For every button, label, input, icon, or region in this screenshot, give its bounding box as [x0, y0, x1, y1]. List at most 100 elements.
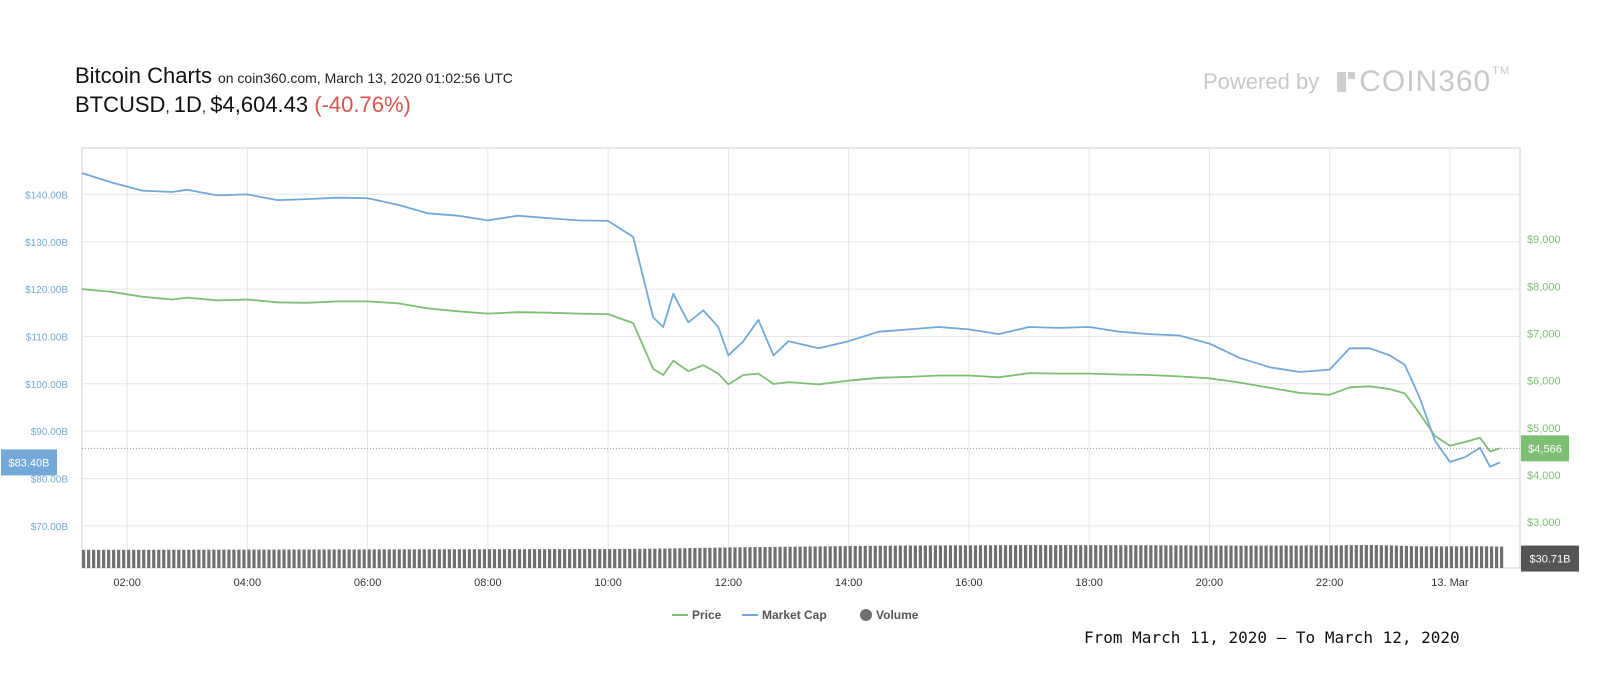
volume-bar	[362, 549, 366, 568]
right-axis-tick-label: $4,000	[1527, 470, 1561, 482]
volume-bar	[893, 545, 897, 568]
legend-item-price[interactable]: Price	[692, 608, 722, 622]
legend-item-market-cap[interactable]: Market Cap	[762, 608, 827, 622]
volume-bar	[87, 549, 91, 568]
volume-bar	[312, 549, 316, 568]
left-axis-tick-label: $90.00B	[31, 427, 69, 438]
volume-bar	[1054, 545, 1058, 568]
plot-area	[81, 147, 1521, 569]
volume-bar	[638, 548, 642, 568]
volume-bar	[793, 546, 797, 568]
volume-bar	[873, 545, 877, 568]
volume-bar	[292, 549, 296, 568]
volume-bar	[1449, 546, 1454, 568]
volume-bar	[257, 549, 261, 568]
volume-bar	[913, 545, 917, 568]
volume-bar	[858, 545, 862, 568]
volume-bar	[1244, 545, 1248, 568]
price-badge-box	[1521, 435, 1569, 462]
volume-bar	[1124, 545, 1128, 568]
volume-bar	[693, 548, 697, 568]
volume-bar	[1018, 545, 1023, 568]
volume-bar	[1114, 545, 1118, 568]
volume-bar	[868, 545, 872, 568]
volume-bar	[232, 549, 236, 568]
volume-bar	[933, 545, 938, 568]
volume-bar	[387, 549, 391, 568]
quote-line: BTCUSD, 1D, $4,604.43 (-40.76%)	[75, 92, 411, 117]
volume-bar	[1129, 545, 1133, 568]
coin360-logo-icon	[1337, 72, 1356, 92]
volume-bar	[1104, 545, 1108, 568]
volume-bar	[267, 549, 271, 568]
right-axis-tick-label: $6,000	[1527, 376, 1561, 388]
volume-bar	[1434, 546, 1439, 568]
x-axis-tick-label: 02:00	[113, 577, 141, 589]
volume-bar	[998, 545, 1003, 568]
legend-swatch-volume[interactable]	[860, 609, 872, 621]
volume-bar	[628, 548, 632, 568]
volume-bar	[968, 545, 973, 568]
price-badge: $4,566	[1528, 443, 1562, 455]
volume-bar	[317, 549, 321, 568]
volume-bar	[392, 549, 396, 568]
volume-bar	[1159, 545, 1163, 568]
volume-bar	[573, 549, 577, 568]
volume-bar	[352, 549, 356, 568]
volume-bar	[1174, 545, 1178, 568]
volume-bar	[172, 549, 176, 568]
volume-bar	[1464, 546, 1469, 568]
volume-bar	[1079, 545, 1083, 568]
volume-bar	[227, 549, 231, 568]
left-axis-tick-label: $130.00B	[25, 238, 68, 249]
volume-bar	[1199, 545, 1203, 568]
volume-bar	[117, 549, 121, 568]
volume-bar	[1179, 545, 1183, 568]
volume-bar	[502, 549, 507, 568]
volume-bar	[603, 549, 607, 568]
volume-bar	[1334, 545, 1338, 568]
volume-bar	[417, 549, 421, 568]
volume-bar	[457, 549, 461, 568]
right-axis-tick-label: $7,000	[1527, 328, 1561, 340]
volume-bar	[743, 547, 747, 568]
volume-bar	[688, 548, 692, 568]
volume-bar	[327, 549, 331, 568]
market-cap-line[interactable]	[81, 172, 1501, 468]
volume-bar	[678, 548, 682, 568]
volume-bar	[1414, 546, 1419, 568]
left-axis-tick-label: $120.00B	[25, 285, 68, 296]
volume-bar	[833, 546, 837, 568]
volume-bar	[1349, 545, 1353, 568]
volume-bar	[1119, 545, 1123, 568]
volume-bar	[1109, 545, 1113, 568]
volume-bar	[668, 548, 672, 568]
volume-bar	[1404, 545, 1408, 568]
volume-bar	[948, 545, 953, 568]
volume-bar	[598, 549, 602, 568]
volume-bar	[472, 549, 477, 568]
powered-by-branding[interactable]: Powered by COIN360 TM	[1203, 65, 1510, 99]
volume-bar	[1039, 545, 1043, 568]
volume-bar	[568, 549, 572, 568]
volume-bar	[1049, 545, 1053, 568]
x-axis-tick-label: 16:00	[955, 577, 983, 589]
volume-bar	[843, 546, 847, 568]
volume-bar	[838, 546, 842, 568]
volume-bar	[497, 549, 502, 568]
volume-bar	[82, 549, 86, 568]
volume-bar	[1314, 545, 1318, 568]
volume-bar	[347, 549, 351, 568]
volume-bar	[512, 549, 517, 568]
left-axis-tick-label: $140.00B	[25, 190, 68, 201]
volume-bar	[1249, 545, 1253, 568]
volume-bar	[1459, 546, 1464, 568]
volume-bar	[808, 546, 812, 568]
volume-bar	[1319, 545, 1323, 568]
volume-bar	[1209, 545, 1213, 568]
volume-bar	[282, 549, 286, 568]
legend-item-volume[interactable]: Volume	[876, 608, 919, 622]
price-line[interactable]	[81, 288, 1501, 453]
x-axis-tick-label: 08:00	[474, 577, 502, 589]
